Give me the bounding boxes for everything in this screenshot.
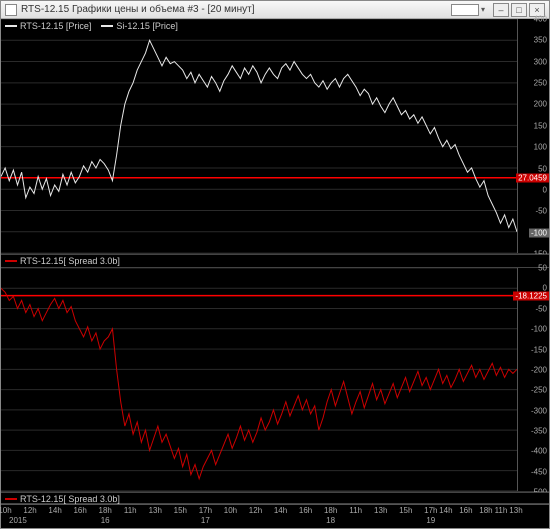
xaxis-divider: RTS-12.15[ Spread 3.0b] [1, 492, 549, 504]
xtick-label: 14h [48, 506, 61, 515]
ytick-label: -300 [531, 406, 547, 415]
xtick-label: 16h [459, 506, 472, 515]
xtick-label: 18h [99, 506, 112, 515]
legend-swatch [101, 25, 113, 27]
time-axis: 2015 10h12h14h16h18h1611h13h15h17h1710h1… [1, 504, 549, 528]
ytick-label: 350 [534, 36, 547, 45]
xtick-label: 14h [439, 506, 452, 515]
xtick-label: 17h [199, 506, 212, 515]
bottom-yaxis: -500-450-400-350-300-250-200-150-100-500… [517, 268, 549, 491]
xtick-label: 17h [424, 506, 437, 515]
ref-badge: -18.1225 [513, 291, 549, 300]
xtick-label: 12h [249, 506, 262, 515]
ref-badge: 27.0459 [516, 174, 549, 183]
xtick-label: 11h [495, 506, 508, 515]
dropdown-icon[interactable]: ▾ [481, 5, 485, 14]
ytick-label: -400 [531, 447, 547, 456]
document-icon [5, 4, 17, 16]
xtick-day-label: 17 [201, 516, 210, 525]
xtick-label: 13h [374, 506, 387, 515]
ytick-label: -250 [531, 386, 547, 395]
maximize-button[interactable]: □ [511, 3, 527, 17]
top-yaxis: -150-100-5005010015020025030035040027.04… [517, 19, 549, 253]
ytick-label: 200 [534, 100, 547, 109]
xtick-label: 16h [73, 506, 86, 515]
ytick-label: -450 [531, 467, 547, 476]
minimize-button[interactable]: – [493, 3, 509, 17]
xtick-label: 13h [149, 506, 162, 515]
xtick-label: 10h [0, 506, 12, 515]
bottom-chart-svg [1, 268, 549, 491]
toolbar-display[interactable] [451, 4, 479, 16]
xtick-day-label: 18 [326, 516, 335, 525]
ytick-label: -100 [531, 325, 547, 334]
xaxis-legend: RTS-12.15[ Spread 3.0b] [5, 494, 120, 504]
ytick-label: -200 [531, 365, 547, 374]
last-value-badge: -100 [529, 228, 549, 237]
xtick-label: 14h [274, 506, 287, 515]
xtick-label: 16h [299, 506, 312, 515]
xtick-label: 11h [124, 506, 137, 515]
legend-swatch [5, 498, 17, 500]
xtick-day-label: 19 [426, 516, 435, 525]
xtick-label: 10h [224, 506, 237, 515]
legend-label: RTS-12.15 [Price] [20, 21, 91, 31]
ytick-label: -50 [535, 207, 547, 216]
spread-chart-panel[interactable]: -500-450-400-350-300-250-200-150-100-500… [1, 268, 549, 492]
xtick-label: 15h [174, 506, 187, 515]
xtick-label: 12h [23, 506, 36, 515]
top-chart-svg [1, 19, 549, 253]
legend-label: Si-12.15 [Price] [116, 21, 178, 31]
ytick-label: 300 [534, 57, 547, 66]
ytick-label: 50 [538, 164, 547, 173]
legend-label: RTS-12.15[ Spread 3.0b] [20, 494, 120, 504]
xtick-day-label: 16 [101, 516, 110, 525]
xtick-label: 18h [324, 506, 337, 515]
xtick-label: 11h [349, 506, 362, 515]
bottom-legend: RTS-12.15[ Spread 3.0b] [5, 256, 120, 266]
ytick-label: 50 [538, 264, 547, 273]
top-legend: RTS-12.15 [Price] Si-12.15 [Price] [5, 21, 178, 31]
ytick-label: -350 [531, 426, 547, 435]
xtick-label: 13h [509, 506, 522, 515]
ytick-label: -50 [535, 304, 547, 313]
window-title: RTS-12.15 Графики цены и объема #3 - [20… [21, 4, 451, 15]
titlebar-tools: ▾ [451, 4, 485, 16]
legend-label: RTS-12.15[ Spread 3.0b] [20, 256, 120, 266]
ytick-label: 250 [534, 79, 547, 88]
panel-divider[interactable]: RTS-12.15[ Spread 3.0b] [1, 254, 549, 268]
ytick-label: 100 [534, 143, 547, 152]
legend-swatch [5, 260, 17, 262]
ytick-label: 0 [543, 185, 547, 194]
xtick-label: 15h [399, 506, 412, 515]
legend-swatch [5, 25, 17, 27]
year-label: 2015 [9, 516, 27, 525]
chart-area: RTS-12.15 [Price] Si-12.15 [Price] -150 -… [1, 19, 549, 528]
xtick-label: 18h [479, 506, 492, 515]
ytick-label: 150 [534, 121, 547, 130]
app-window: RTS-12.15 Графики цены и объема #3 - [20… [0, 0, 550, 529]
price-chart-panel[interactable]: RTS-12.15 [Price] Si-12.15 [Price] -150-… [1, 19, 549, 254]
titlebar[interactable]: RTS-12.15 Графики цены и объема #3 - [20… [1, 1, 549, 19]
ytick-label: -150 [531, 345, 547, 354]
ytick-label: 400 [534, 15, 547, 24]
